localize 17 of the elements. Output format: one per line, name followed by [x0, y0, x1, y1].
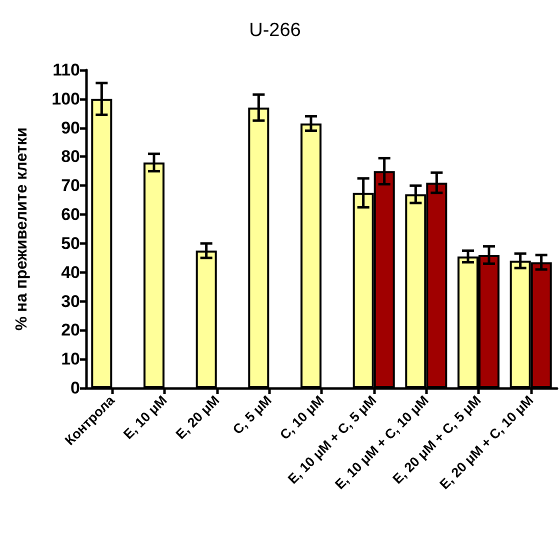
x-tick-label: E, 10 μM — [120, 392, 170, 442]
y-tick-label: 90 — [61, 118, 80, 138]
x-tick-label: E, 20 μM — [172, 392, 222, 442]
y-tick-label: 80 — [61, 147, 80, 166]
y-tick-label: 70 — [61, 176, 80, 196]
x-tick-label: C, 5 μM — [230, 392, 274, 438]
chart-title: U-266 — [249, 20, 301, 41]
y-tick-label: 50 — [61, 234, 80, 253]
y-tick-label: 0 — [70, 378, 80, 398]
y-tick-label: 10 — [61, 350, 80, 369]
y-tick-label: 110 — [52, 60, 80, 80]
y-tick-label: 20 — [61, 320, 80, 340]
y-tick-label: 100 — [52, 89, 80, 108]
y-tick-label: 40 — [61, 262, 80, 282]
y-axis-title: % на преживелите клетки — [14, 127, 30, 331]
y-tick-label: 60 — [61, 205, 80, 224]
y-tick-label: 30 — [61, 292, 80, 311]
